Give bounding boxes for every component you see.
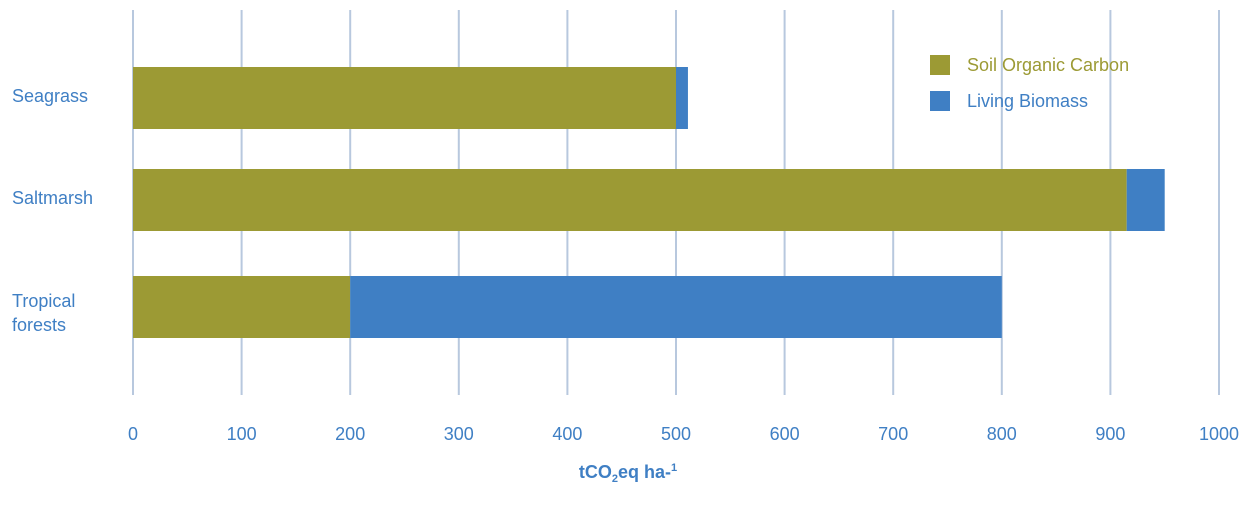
x-tick-label: 0 (128, 424, 138, 444)
x-tick-labels: 0 100 200 300 400 500 600 700 800 900 1000 (128, 424, 1239, 444)
x-axis-label: tCO2eq ha-1 (0, 462, 1256, 485)
x-tick-label: 300 (444, 424, 474, 444)
legend-label-biomass: Living Biomass (967, 90, 1089, 111)
x-tick-label: 800 (987, 424, 1017, 444)
legend-swatch-biomass (930, 91, 950, 111)
x-tick-label: 400 (552, 424, 582, 444)
legend: Soil Organic Carbon Living Biomass (930, 54, 1129, 126)
bar-seagrass-soil (133, 67, 676, 129)
x-tick-label: 1000 (1199, 424, 1239, 444)
bar-seagrass-biomass (676, 67, 688, 129)
legend-label-soil: Soil Organic Carbon (967, 54, 1130, 75)
x-tick-label: 600 (770, 424, 800, 444)
bar-tropical-forests-soil (133, 276, 351, 338)
legend-item-living-biomass: Living Biomass (930, 90, 1129, 112)
x-tick-label: 100 (227, 424, 257, 444)
bar-saltmarsh-soil (133, 169, 1127, 231)
x-axis-label-superscript: 1 (671, 462, 678, 474)
x-axis-label-unit: eq ha- (617, 462, 671, 482)
legend-item-soil-organic-carbon: Soil Organic Carbon (930, 54, 1129, 76)
category-label: Seagrass (12, 86, 89, 106)
x-tick-label: 900 (1095, 424, 1125, 444)
x-axis-label-base: tCO (578, 462, 612, 482)
x-tick-label: 200 (335, 424, 365, 444)
legend-swatch-soil (930, 55, 950, 75)
category-label: Tropical forests (12, 291, 76, 335)
x-axis-label-subscript: 2 (611, 473, 618, 485)
category-label: Saltmarsh (12, 188, 94, 208)
bars (133, 67, 1165, 338)
bar-saltmarsh-biomass (1126, 169, 1165, 231)
x-tick-label: 500 (661, 424, 691, 444)
bar-tropical-forests-biomass (350, 276, 1002, 338)
x-tick-label: 700 (878, 424, 908, 444)
